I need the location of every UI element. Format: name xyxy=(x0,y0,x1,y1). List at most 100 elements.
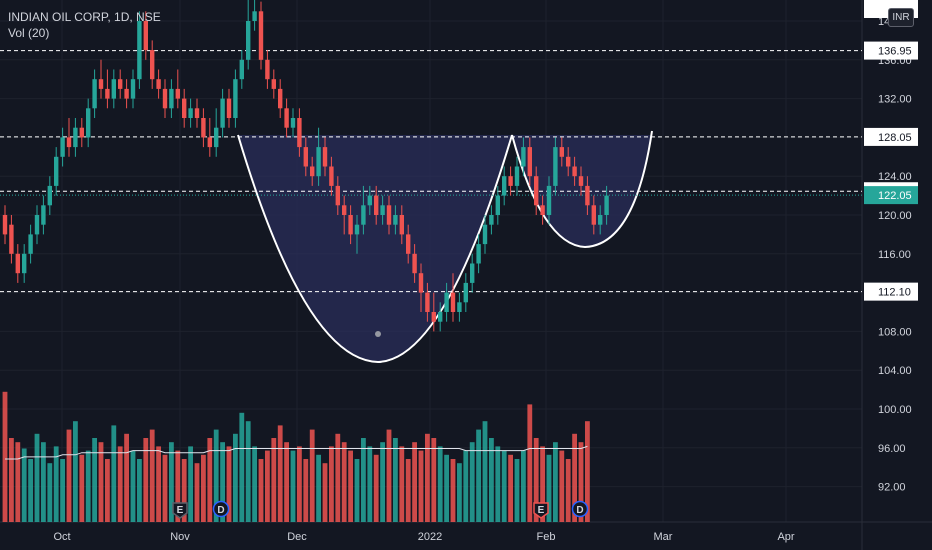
candle-body xyxy=(559,147,564,157)
candle-body xyxy=(361,205,366,225)
candle-body xyxy=(220,98,225,128)
candle xyxy=(150,40,155,89)
candle xyxy=(2,205,8,245)
candle xyxy=(450,273,456,322)
candle-body xyxy=(111,79,116,99)
volume-bar xyxy=(476,429,481,522)
candle-body xyxy=(290,118,296,128)
candle xyxy=(578,166,584,196)
candle-body xyxy=(246,21,251,60)
candle xyxy=(399,205,404,245)
candle-body xyxy=(201,118,206,138)
candle-body xyxy=(354,224,360,235)
candle xyxy=(233,69,238,128)
candle xyxy=(271,69,276,99)
candle-body xyxy=(297,118,302,148)
candle xyxy=(226,88,232,128)
volume-bar xyxy=(207,438,213,522)
candle xyxy=(489,205,494,235)
candle xyxy=(476,234,481,274)
volume-bar xyxy=(162,454,168,522)
candle-body xyxy=(162,88,168,109)
candle-body xyxy=(278,88,283,109)
candle xyxy=(194,98,200,128)
candle xyxy=(514,156,520,196)
candle-body xyxy=(73,127,78,148)
cup-outline xyxy=(237,134,513,364)
candle xyxy=(258,1,264,70)
candle xyxy=(162,79,168,118)
volume-bar xyxy=(98,442,104,522)
volume-indicator-title: Vol (20) xyxy=(8,26,50,40)
volume-bar xyxy=(386,429,392,522)
volume-bar xyxy=(341,442,347,522)
candle-body xyxy=(188,108,193,118)
volume-bar xyxy=(111,425,117,522)
volume-bar xyxy=(265,450,270,522)
candle-body xyxy=(470,263,475,283)
candle xyxy=(130,69,136,109)
candle-body xyxy=(137,21,142,80)
volume-bar xyxy=(156,446,161,522)
volume-bar xyxy=(124,433,129,522)
volume-bar xyxy=(28,459,33,522)
candle-body xyxy=(393,215,398,225)
volume-bar xyxy=(585,421,590,522)
candle-body xyxy=(66,137,72,148)
candle-body xyxy=(566,156,571,167)
volume-bar xyxy=(540,446,545,522)
candle xyxy=(137,11,142,89)
candle-body xyxy=(34,215,40,235)
candle-body xyxy=(502,176,507,196)
time-tick-label: Oct xyxy=(53,531,70,543)
candle-body xyxy=(47,185,52,206)
candle xyxy=(553,137,558,196)
candle-body xyxy=(374,195,379,215)
candle-body xyxy=(578,176,584,186)
volume-bar xyxy=(284,442,289,522)
candle xyxy=(342,195,347,235)
price-tick-label: 116.00 xyxy=(878,249,911,261)
level-label: 112.10 xyxy=(878,287,911,299)
level-label-bg xyxy=(864,41,918,60)
volume-bar xyxy=(514,459,520,522)
volume-bar xyxy=(495,446,501,522)
volume-bar xyxy=(66,429,72,522)
candle xyxy=(201,108,206,148)
candle-body xyxy=(98,79,104,89)
candle xyxy=(66,118,72,157)
candle xyxy=(354,215,360,254)
candle-body xyxy=(572,166,577,177)
candle xyxy=(386,195,392,235)
volume-bar xyxy=(213,429,219,522)
candle-body xyxy=(2,215,8,235)
candle xyxy=(393,205,398,235)
candle-body xyxy=(143,21,148,51)
volume-bar xyxy=(15,442,21,522)
candle-body xyxy=(258,11,264,60)
candle xyxy=(438,302,443,332)
candle xyxy=(98,59,104,99)
candle-body xyxy=(92,79,97,109)
candle xyxy=(9,215,14,264)
volume-bar xyxy=(578,442,584,522)
volume-bar xyxy=(444,454,449,522)
candle-body xyxy=(79,127,84,138)
volume-bar xyxy=(181,459,187,522)
candle xyxy=(534,166,539,215)
candle-body xyxy=(214,127,219,148)
candle-body xyxy=(457,302,462,312)
svg-text:E: E xyxy=(177,505,184,516)
volume-bar xyxy=(130,450,136,522)
candle xyxy=(470,253,475,293)
price-tick-label: 124.00 xyxy=(878,171,912,183)
candle-body xyxy=(585,185,590,206)
candle xyxy=(566,147,571,177)
currency-badge[interactable]: INR xyxy=(888,8,914,27)
volume-bar xyxy=(303,459,309,522)
volume-bar xyxy=(335,433,341,522)
candle-body xyxy=(316,147,321,177)
svg-text:D: D xyxy=(576,505,583,516)
candle xyxy=(348,205,353,245)
